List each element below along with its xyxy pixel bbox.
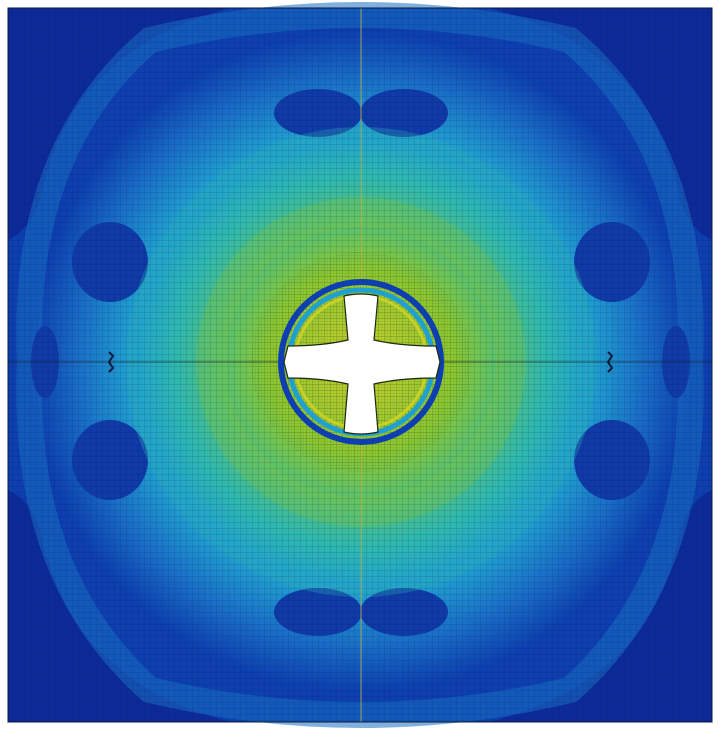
marker-right bbox=[606, 351, 614, 373]
center-cross-hole bbox=[283, 293, 441, 435]
marker-left bbox=[107, 351, 115, 373]
hole-ring-dark bbox=[278, 279, 444, 445]
plot-border bbox=[7, 7, 713, 723]
